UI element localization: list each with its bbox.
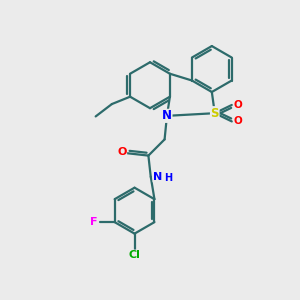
Text: Cl: Cl	[129, 250, 140, 260]
Text: H: H	[164, 173, 172, 183]
Text: N: N	[153, 172, 162, 182]
Text: O: O	[117, 147, 127, 157]
Text: O: O	[233, 116, 242, 126]
Text: O: O	[233, 100, 242, 110]
Text: N: N	[162, 109, 172, 122]
Text: S: S	[211, 107, 219, 120]
Text: F: F	[90, 217, 97, 227]
